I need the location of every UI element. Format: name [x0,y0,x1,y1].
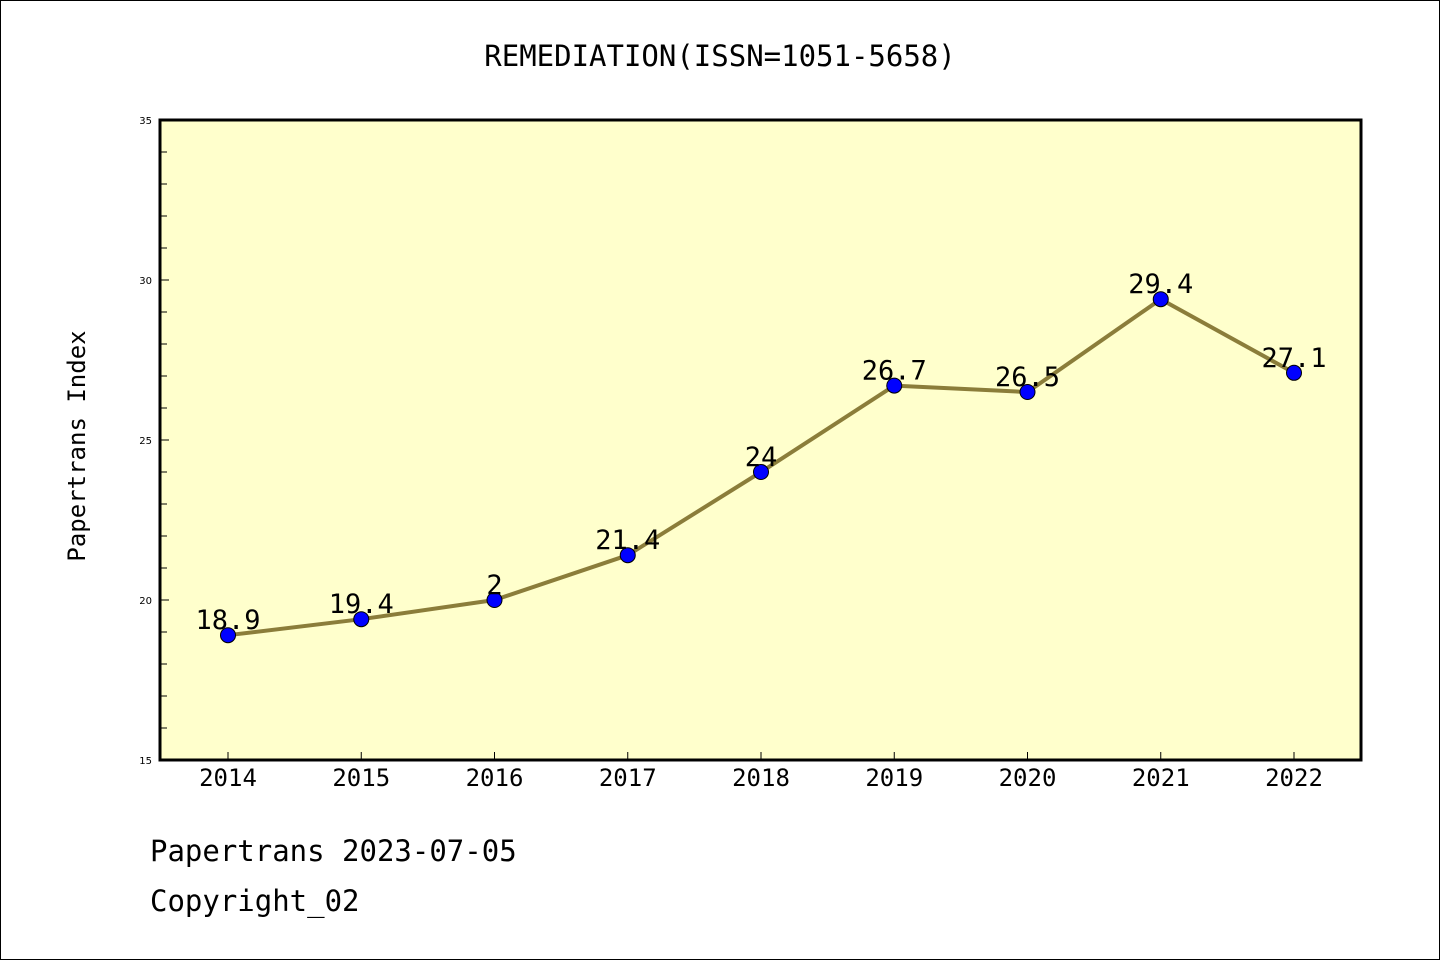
data-points [220,291,1302,644]
x-tick-label: 2018 [732,764,790,792]
y-tick-label: 15 [139,756,152,767]
data-point [1152,291,1169,308]
data-point [220,627,236,644]
y-tick-label: 35 [139,116,152,127]
footer-copyright: Copyright_02 [150,884,360,918]
footer-date: Papertrans 2023-07-05 [150,834,517,868]
data-point [353,611,370,628]
y-axis-label: Papertrans Index [63,330,91,561]
data-label: 21.4 [595,525,660,556]
x-tick-label: 2021 [1132,764,1190,792]
data-label: 2 [486,570,502,601]
x-tick-label: 2016 [466,764,524,792]
data-label: 29.4 [1128,269,1193,300]
data-label: 27.1 [1261,343,1326,374]
y-axis-ticks: 15 20 25 30 35 [139,116,169,767]
data-point [1286,364,1302,381]
x-tick-label: 2014 [199,764,257,792]
chart-title: REMEDIATION(ISSN=1051-5658) [484,39,955,73]
data-point [886,377,903,394]
y-tick-label: 25 [139,436,152,447]
data-point [486,592,503,608]
y-tick-label: 30 [139,276,152,287]
x-tick-label: 2022 [1265,764,1323,792]
x-tick-label: 2019 [865,764,923,792]
data-label: 26.7 [862,356,927,387]
data-label: 18.9 [195,605,260,636]
x-tick-label: 2017 [599,764,657,792]
data-point [619,547,636,564]
data-label: 19.4 [329,589,394,620]
x-axis-ticks: 2014 2015 2016 2017 2018 2019 2020 2021 2022 [199,752,1323,792]
y-tick-label: 20 [139,596,152,607]
data-label: 24 [745,442,778,473]
x-tick-label: 2020 [999,764,1057,792]
data-labels: 18.9 19.4 2 21.4 24 26.7 26.5 29.4 27.1 [195,269,1326,636]
data-point [753,464,769,480]
data-point [1019,384,1036,400]
plot-area [158,118,1363,762]
data-label: 26.5 [995,362,1060,393]
x-tick-label: 2015 [332,764,390,792]
